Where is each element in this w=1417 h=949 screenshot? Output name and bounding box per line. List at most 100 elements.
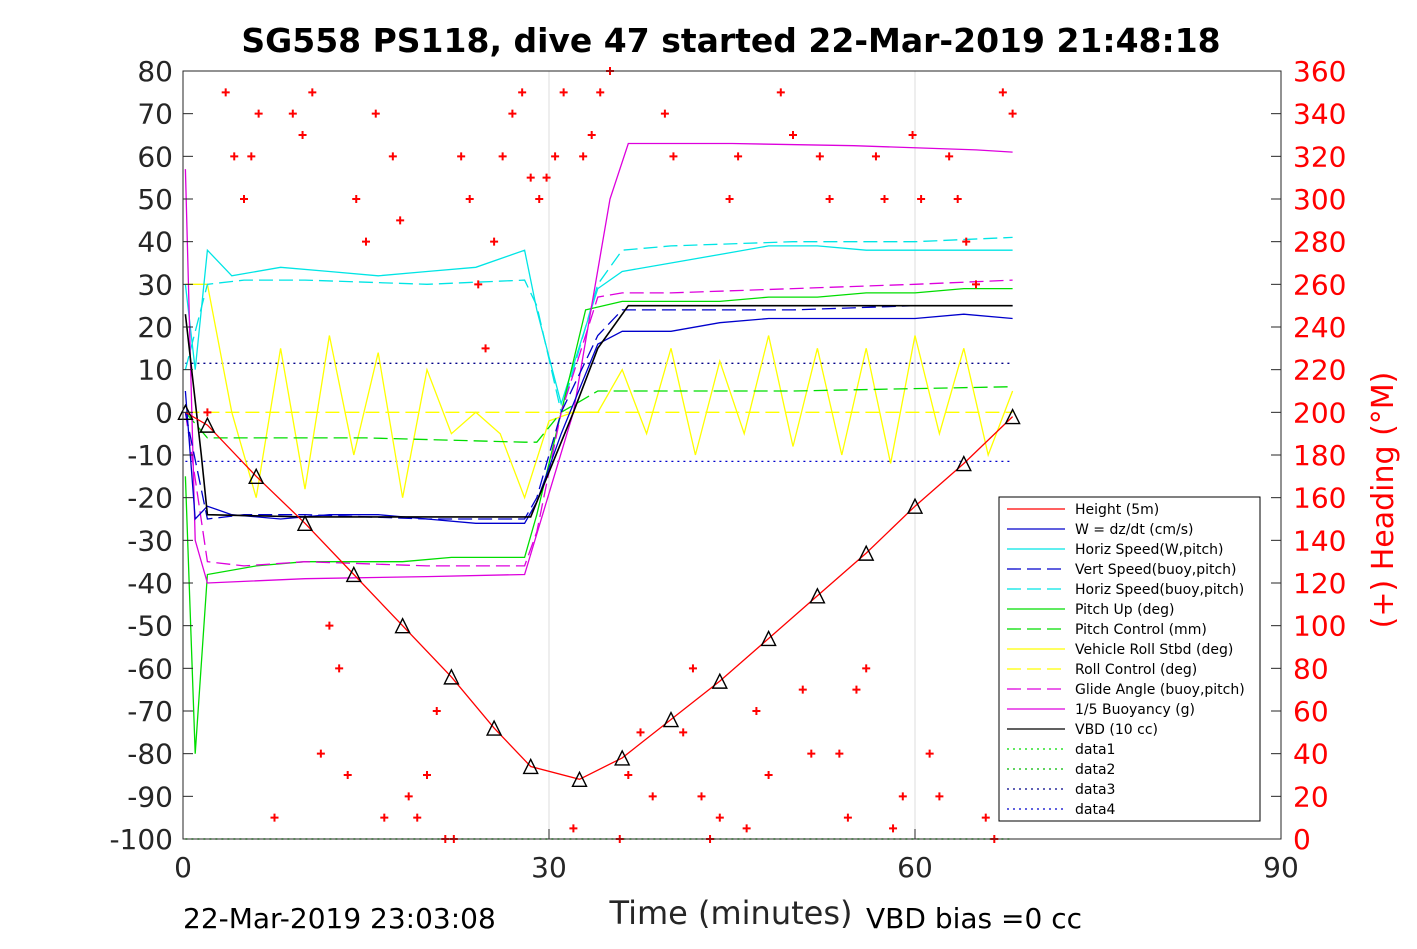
- y-right-tick-label: 80: [1293, 652, 1329, 685]
- heading-point: [551, 152, 560, 161]
- heading-point: [490, 237, 499, 246]
- heading-point: [288, 109, 297, 118]
- y-tick-label: 60: [137, 140, 173, 173]
- legend-label-data1: data1: [1075, 742, 1115, 758]
- y-right-tick-label: 340: [1293, 98, 1346, 131]
- heading-point: [679, 728, 688, 737]
- y-tick-label: -40: [127, 567, 173, 600]
- legend-label-glide-angle-buoy-pitch: Glide Angle (buoy,pitch): [1075, 682, 1245, 698]
- heading-point: [669, 152, 678, 161]
- heading-point: [998, 88, 1007, 97]
- heading-point: [889, 824, 898, 833]
- legend-label-vbd-10-cc: VBD (10 cc): [1075, 722, 1158, 738]
- heading-point: [432, 707, 441, 715]
- chart-title: SG558 PS118, dive 47 started 22-Mar-2019…: [241, 21, 1220, 60]
- heading-point: [362, 237, 370, 246]
- heading-point: [230, 152, 239, 161]
- y-right-tick-label: 140: [1293, 524, 1346, 557]
- y-tick-label: 50: [137, 183, 173, 216]
- y-tick-label: 20: [137, 311, 173, 344]
- y-tick-label: 80: [137, 55, 173, 88]
- height-marker: [809, 587, 826, 604]
- heading-point: [474, 280, 483, 289]
- legend-label-data2: data2: [1075, 762, 1115, 778]
- y-right-tick-label: 40: [1293, 738, 1329, 771]
- height-marker: [711, 672, 728, 689]
- x-tick-label: 0: [174, 851, 192, 884]
- legend-label-data4: data4: [1075, 802, 1116, 818]
- legend-label-pitch-up-deg: Pitch Up (deg): [1075, 602, 1174, 618]
- legend-label-height-5m: Height (5m): [1075, 502, 1159, 518]
- height-marker: [522, 757, 539, 775]
- y-tick-label: 30: [137, 268, 173, 301]
- heading-point: [660, 109, 669, 118]
- y-right-tick-label: 120: [1293, 567, 1346, 600]
- heading-point: [752, 707, 761, 715]
- legend-label-w-dz-dt-cm-s: W = dz/dt (cm/s): [1075, 522, 1194, 538]
- footer-vbd-bias: VBD bias =0 cc: [866, 902, 1082, 935]
- heading-point: [852, 685, 861, 694]
- heading-point: [396, 216, 405, 225]
- legend-label-vert-speed-buoy-pitch: Vert Speed(buoy,pitch): [1075, 562, 1237, 578]
- height-marker: [571, 770, 588, 787]
- heading-point: [807, 749, 816, 758]
- heading-point: [648, 792, 657, 801]
- heading-point: [316, 749, 325, 758]
- y-tick-label: -60: [127, 652, 173, 685]
- heading-point: [764, 771, 773, 779]
- heading-point: [371, 109, 380, 118]
- y-right-tick-label: 60: [1293, 695, 1329, 728]
- series-line-height-5m: [185, 411, 1014, 780]
- height-marker: [614, 749, 631, 766]
- heading-point: [697, 792, 706, 801]
- y-right-tick-label: 240: [1293, 311, 1346, 344]
- heading-point: [221, 88, 230, 97]
- height-marker: [760, 629, 777, 647]
- legend-label-1-5-buoyancy-g: 1/5 Buoyancy (g): [1075, 702, 1195, 718]
- y-tick-label: 70: [137, 98, 173, 131]
- heading-point: [798, 685, 807, 694]
- heading-point: [972, 280, 980, 289]
- heading-point: [498, 152, 507, 161]
- x-tick-label: 90: [1263, 851, 1299, 884]
- heading-point: [270, 813, 279, 822]
- heading-point: [343, 771, 352, 779]
- heading-point: [518, 88, 527, 97]
- heading-point: [715, 813, 724, 822]
- heading-point: [945, 152, 954, 161]
- heading-point: [404, 792, 413, 801]
- heading-point: [465, 195, 474, 203]
- height-marker: [248, 467, 265, 485]
- y-tick-label: 40: [137, 226, 173, 259]
- height-marker: [394, 617, 411, 634]
- height-marker: [296, 514, 314, 531]
- heading-point: [352, 195, 361, 203]
- height-marker: [345, 565, 362, 583]
- heading-point: [254, 109, 263, 118]
- y-right-tick-label: 20: [1293, 780, 1329, 813]
- y-tick-label: -80: [127, 738, 173, 771]
- y-tick-label: 10: [137, 354, 173, 387]
- y-tick-label: -100: [109, 823, 173, 856]
- heading-point: [203, 408, 212, 417]
- heading-point: [880, 195, 889, 203]
- y-right-tick-label: 300: [1293, 183, 1346, 216]
- heading-point: [725, 195, 734, 203]
- y-right-tick-label: 220: [1293, 354, 1346, 387]
- heading-point: [776, 88, 785, 97]
- y-tick-label: -20: [127, 482, 173, 515]
- heading-point: [908, 131, 917, 139]
- series-line-vehicle-roll-stbd-deg: [185, 283, 1014, 500]
- y-right-tick-label: 360: [1293, 55, 1346, 88]
- heading-point: [917, 195, 926, 203]
- heading-point: [688, 664, 697, 673]
- heading-point: [535, 195, 544, 203]
- heading-point: [569, 824, 578, 833]
- height-marker: [1004, 408, 1021, 425]
- heading-point: [742, 824, 751, 833]
- heading-point: [862, 664, 871, 673]
- heading-point: [953, 195, 962, 203]
- heading-point: [298, 131, 307, 139]
